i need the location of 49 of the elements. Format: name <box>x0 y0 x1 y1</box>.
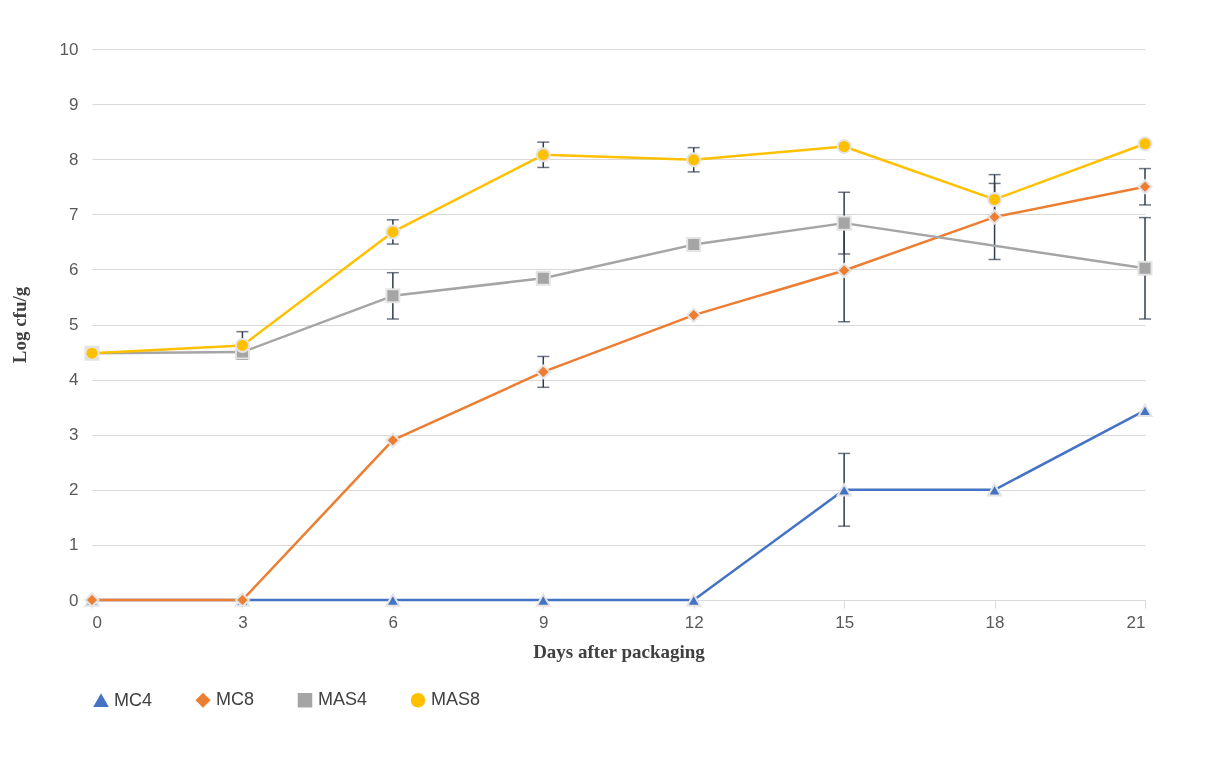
legend-label: MC8 <box>216 689 255 710</box>
y-tick-label: 8 <box>69 149 79 169</box>
x-tick-label: 3 <box>238 612 248 632</box>
point <box>987 209 1003 225</box>
x-tick-label: 18 <box>985 612 1005 632</box>
x-tick-label: 15 <box>835 612 855 632</box>
point <box>535 364 551 380</box>
y-tick-label: 6 <box>69 259 79 279</box>
y-tick-label: 5 <box>69 315 79 334</box>
point <box>686 307 702 323</box>
legend-label: MAS4 <box>318 689 368 710</box>
x-tick-label: 12 <box>684 612 704 632</box>
point <box>836 215 852 231</box>
point <box>1137 403 1153 418</box>
y-tick-label: 10 <box>59 39 79 59</box>
point <box>535 270 551 286</box>
y-tick-label: 9 <box>69 94 79 114</box>
point <box>535 593 551 607</box>
point <box>836 483 852 497</box>
point <box>385 224 401 240</box>
y-tick-label: 1 <box>69 535 79 555</box>
x-tick-label: 0 <box>92 612 102 632</box>
y-tick-label: 3 <box>69 425 79 445</box>
legend-label: MAS8 <box>431 689 481 710</box>
y-tick-label: 2 <box>69 480 79 500</box>
point <box>385 593 401 607</box>
x-tick-label: 9 <box>539 612 549 632</box>
point <box>1137 179 1153 195</box>
x-axis-title: Days after packaging <box>533 640 706 662</box>
point <box>836 139 852 155</box>
point <box>234 337 250 353</box>
point <box>836 262 852 279</box>
x-tick-label: 6 <box>388 612 399 632</box>
point <box>1137 136 1153 152</box>
y-tick-label: 0 <box>69 590 79 610</box>
point <box>686 237 702 253</box>
point <box>686 593 702 607</box>
point <box>686 152 702 168</box>
legend-label: MC4 <box>114 689 153 710</box>
point <box>385 288 401 304</box>
y-tick-label: 7 <box>69 204 79 224</box>
y-axis-title: Log cfu/g <box>8 286 30 364</box>
point <box>385 432 401 448</box>
point <box>1137 260 1153 276</box>
y-tick-label: 4 <box>69 370 79 390</box>
x-tick-label: 21 <box>1126 612 1146 632</box>
point <box>987 191 1003 207</box>
point <box>987 483 1003 497</box>
point <box>535 147 551 163</box>
